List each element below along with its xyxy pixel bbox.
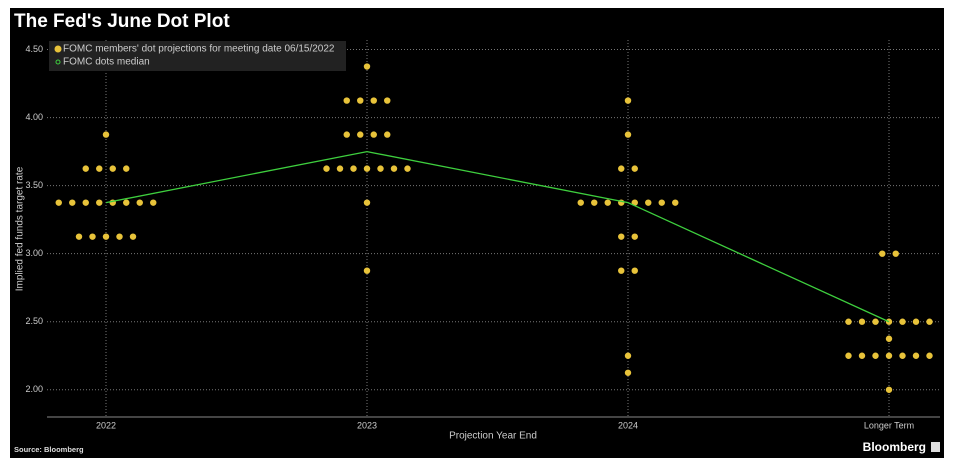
dot [926,318,933,325]
dot [885,335,893,342]
dot [672,199,679,206]
dot [845,318,852,325]
dot [150,199,157,206]
y-tick-label: 3.50 [25,180,43,190]
dot [370,131,377,138]
dot [624,97,632,104]
dot [377,165,384,172]
dot [618,267,625,274]
dot [123,199,130,206]
dot [363,63,371,70]
dot [591,199,598,206]
dot [384,97,391,104]
plot-area: 2.00 2.50 3.00 3.50 4.00 4.50 2022 2023 2024 Long… [25,40,940,430]
dot [618,165,625,172]
dot [879,250,886,257]
dot [82,165,89,172]
dot [899,318,906,325]
dot [102,131,110,138]
dot [624,369,632,376]
source: Source: Bloomberg [14,445,84,454]
x-tick-label: Longer Term [864,420,914,430]
dot [577,199,584,206]
dot [631,165,638,172]
dot [885,352,893,359]
dot [631,267,638,274]
dot [631,233,638,240]
dot [363,165,371,172]
x-tick-label: 2022 [96,420,116,430]
dot [845,352,852,359]
dot [645,199,652,206]
dot [858,352,866,359]
brand: Bloomberg [863,440,926,454]
dot [89,233,96,240]
dot [926,352,933,359]
dot [624,131,632,138]
median-line [105,150,890,323]
dot [69,199,76,206]
dot [116,233,123,240]
dot [96,165,103,172]
dot [343,131,350,138]
dot [75,233,83,240]
dot [343,97,350,104]
dot [885,386,893,393]
dot [96,199,103,206]
dot [82,199,89,206]
x-axis-label: Projection Year End [449,431,537,442]
legend: FOMC members' dot projections for meetin… [49,41,346,71]
dot [384,131,391,138]
dot [336,165,344,172]
dot [323,165,330,172]
y-axis-label: Implied fed funds target rate [15,166,26,291]
y-tick-label: 2.00 [25,384,43,394]
dot [604,199,611,206]
dot [123,165,130,172]
dot [357,131,364,138]
legend-label: FOMC members' dot projections for meetin… [63,44,335,55]
dot [350,165,357,172]
dot [892,250,899,257]
dot [618,233,625,240]
y-tick-label: 3.00 [25,248,43,258]
dot [390,165,398,172]
dot [912,318,920,325]
dot [631,199,638,206]
dot [55,199,62,206]
y-tick-label: 2.50 [25,316,43,326]
background [10,8,944,458]
legend-label: FOMC dots median [63,57,150,68]
dot [136,199,143,206]
dot [899,352,906,359]
dot [658,199,665,206]
legend-marker [54,45,62,53]
legend-box [49,41,346,71]
dot [624,352,632,359]
dot [129,233,137,240]
dot [363,199,371,206]
dot [872,318,879,325]
dot [370,97,377,104]
dot [912,352,920,359]
x-tick-label: 2023 [357,420,377,430]
dot [109,165,116,172]
dot [363,267,371,274]
y-tick-label: 4.50 [25,44,43,54]
chart-title: The Fed's June Dot Plot [14,11,230,32]
brand-icon [931,442,940,452]
dot [872,352,879,359]
dot [357,97,364,104]
legend-marker [55,59,61,65]
dot [102,233,110,240]
y-tick-label: 4.00 [25,112,43,122]
dot [858,318,866,325]
x-tick-label: 2024 [618,420,638,430]
dot [404,165,411,172]
